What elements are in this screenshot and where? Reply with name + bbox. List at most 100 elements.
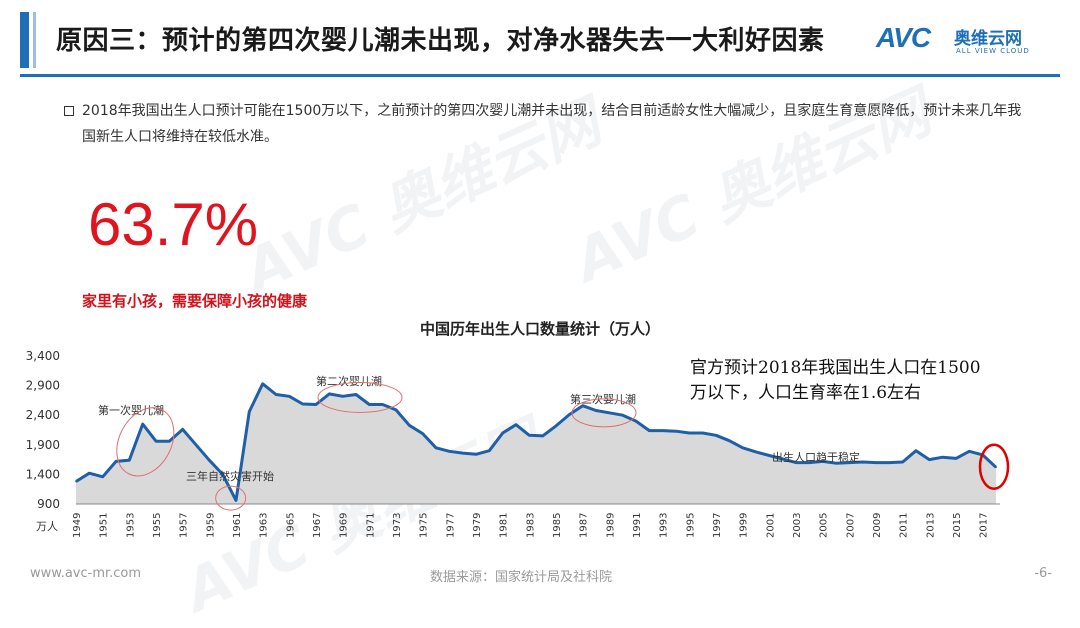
x-tick-label: 2011 bbox=[899, 513, 910, 538]
x-tick-label: 1961 bbox=[232, 513, 243, 538]
bullet-paragraph: 2018年我国出生人口预计可能在1500万以下，之前预计的第四次婴儿潮并未出现，… bbox=[64, 98, 1024, 150]
data-point bbox=[795, 461, 797, 464]
x-tick-label: 2005 bbox=[819, 513, 830, 538]
x-tick-label: 1953 bbox=[125, 513, 136, 538]
data-point bbox=[115, 460, 117, 463]
data-point bbox=[448, 450, 451, 453]
data-point bbox=[568, 413, 571, 416]
annotation-famine: 三年自然灾害开始 bbox=[186, 469, 274, 483]
chart-title: 中国历年出生人口数量统计（万人） bbox=[419, 320, 660, 338]
famine-ellipse bbox=[215, 485, 247, 511]
data-point bbox=[995, 466, 997, 469]
data-point bbox=[781, 458, 784, 460]
x-tick-label: 1989 bbox=[605, 513, 616, 538]
data-point bbox=[875, 461, 877, 464]
data-point bbox=[635, 420, 637, 422]
y-tick-label: 900 bbox=[37, 497, 60, 511]
data-point bbox=[515, 423, 517, 426]
data-point bbox=[861, 461, 864, 463]
data-point bbox=[488, 449, 491, 452]
data-point bbox=[435, 447, 437, 449]
birth-population-chart: 3,400 2,900 2,400 1,900 1,400 900 万人 1949 1951 19… bbox=[26, 349, 1010, 538]
bullet-text: 2018年我国出生人口预计可能在1500万以下，之前预计的第四次婴儿潮并未出现，… bbox=[82, 103, 1022, 145]
data-point bbox=[155, 440, 157, 442]
header-accent-bar-light bbox=[33, 12, 36, 68]
x-tick-label: 1981 bbox=[499, 513, 510, 538]
data-point bbox=[835, 462, 837, 464]
y-axis-unit-label: 万人 bbox=[36, 520, 58, 533]
x-tick-label: 2017 bbox=[979, 513, 990, 538]
callout-text: 官方预计2018年我国出生人口在1500 万以下，人口生育率在1.6左右 bbox=[690, 356, 981, 406]
x-tick-label: 2003 bbox=[792, 513, 803, 538]
logo-en: ALL VIEW CLOUD bbox=[956, 47, 1030, 55]
x-tick-label: 1967 bbox=[312, 513, 323, 538]
y-tick-label: 1,900 bbox=[26, 438, 60, 452]
data-point bbox=[368, 403, 371, 406]
data-point bbox=[648, 429, 651, 432]
data-point bbox=[968, 450, 971, 453]
x-tick-label: 1973 bbox=[392, 513, 403, 538]
callout-line-2: 万以下，人口生育率在1.6左右 bbox=[690, 383, 922, 403]
data-point bbox=[275, 393, 277, 396]
x-tick-label: 1999 bbox=[739, 513, 750, 538]
x-tick-label: 2015 bbox=[952, 513, 963, 538]
y-tick-label: 1,400 bbox=[26, 467, 60, 481]
y-tick-label: 2,400 bbox=[26, 408, 60, 422]
x-tick-label: 1963 bbox=[259, 513, 270, 538]
square-bullet-icon bbox=[64, 106, 74, 116]
x-tick-label: 1995 bbox=[685, 513, 696, 538]
x-tick-label: 1983 bbox=[525, 513, 536, 538]
data-point bbox=[928, 458, 931, 461]
x-tick-label: 2001 bbox=[765, 513, 776, 538]
data-point bbox=[701, 432, 704, 434]
data-point bbox=[315, 403, 317, 406]
y-tick-label: 2,900 bbox=[26, 379, 60, 393]
data-point bbox=[88, 472, 91, 474]
data-point bbox=[661, 429, 664, 432]
logo: AVC 奥维云网 ALL VIEW CLOUD bbox=[876, 22, 1054, 62]
data-point bbox=[408, 424, 411, 427]
data-point bbox=[621, 414, 624, 416]
page-title: 原因三：预计的第四次婴儿潮未出现，对净水器失去一大利好因素 bbox=[56, 26, 825, 56]
data-point bbox=[235, 499, 237, 502]
data-point bbox=[261, 383, 264, 385]
data-point bbox=[301, 403, 304, 405]
x-tick-label: 2007 bbox=[845, 513, 856, 538]
x-tick-label: 2013 bbox=[925, 513, 936, 538]
x-tick-label: 1957 bbox=[179, 513, 190, 538]
x-tick-label: 1979 bbox=[472, 513, 483, 538]
data-point bbox=[395, 409, 397, 411]
data-point bbox=[821, 460, 824, 463]
data-point bbox=[528, 434, 531, 437]
data-point bbox=[328, 393, 331, 395]
footer-source: 数据来源：国家统计局及社科院 bbox=[430, 570, 613, 585]
data-point bbox=[221, 473, 224, 476]
annotation-first-boom: 第一次婴儿潮 bbox=[98, 403, 164, 417]
x-tick-label: 1993 bbox=[659, 513, 670, 538]
data-point bbox=[608, 412, 611, 414]
highlight-note: 家里有小孩，需要保障小孩的健康 bbox=[82, 292, 308, 310]
data-point bbox=[141, 423, 144, 425]
y-tick-label: 3,400 bbox=[26, 349, 60, 363]
third-boom-ellipse bbox=[571, 398, 637, 428]
data-point bbox=[248, 410, 251, 413]
x-tick-label: 1949 bbox=[72, 513, 83, 538]
data-point bbox=[475, 453, 477, 456]
data-point bbox=[595, 409, 597, 412]
data-point bbox=[555, 425, 557, 427]
data-point bbox=[808, 461, 811, 464]
annotation-stable: 出生人口趋于稳定 bbox=[772, 450, 860, 464]
x-tick-label: 1955 bbox=[152, 513, 163, 538]
data-point bbox=[501, 432, 504, 434]
series-line bbox=[75, 382, 998, 502]
data-point bbox=[688, 432, 691, 434]
series-area bbox=[76, 383, 996, 504]
first-boom-ellipse bbox=[116, 407, 175, 477]
data-point bbox=[675, 430, 677, 432]
callout-line-1: 官方预计2018年我国出生人口在1500 bbox=[690, 358, 981, 378]
logo-mark: AVC bbox=[876, 22, 931, 53]
x-tick-label: 1965 bbox=[285, 513, 296, 538]
x-tick-label: 1975 bbox=[419, 513, 430, 538]
x-tick-label: 1997 bbox=[712, 513, 723, 538]
data-point bbox=[728, 439, 731, 442]
